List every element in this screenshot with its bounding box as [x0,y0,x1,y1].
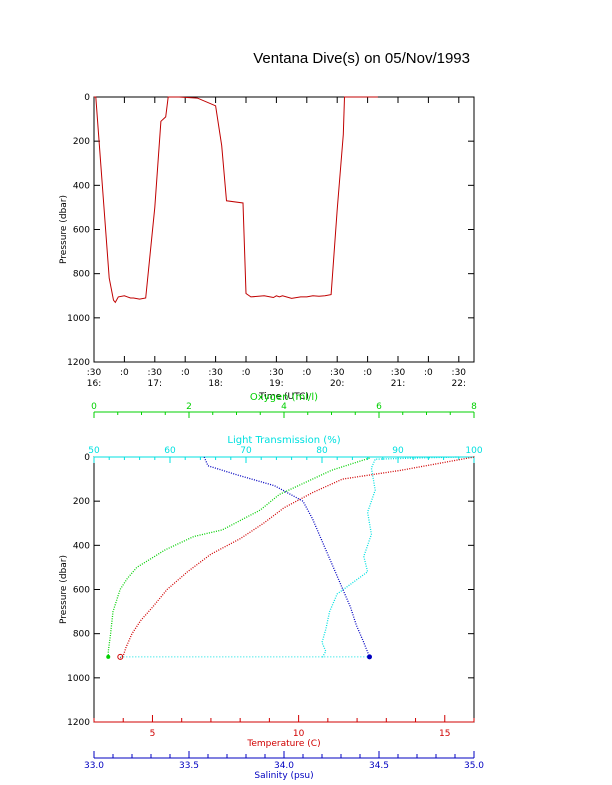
x-tick-label: :0 [242,368,251,378]
x-tick-label: :0 [363,368,372,378]
y-axis-label: Pressure (dbar) [59,555,69,624]
x-tick-label: :0 [424,368,433,378]
salinity-tick-label: 34.5 [369,761,389,771]
x-tick-label: :0 [302,368,311,378]
x-tick-label: :30 [208,368,223,378]
x-tick-label: :30 [330,368,345,378]
y-tick-label: 0 [84,453,90,463]
temperature-tick-label: 10 [293,729,305,739]
salinity-axis-label: Salinity (psu) [254,771,313,781]
y-tick-label: 200 [73,137,90,147]
transmission-tick-label: 60 [164,446,176,456]
y-tick-label: 400 [73,541,90,551]
temperature-axis-label: Temperature (C) [246,739,320,749]
x-tick-label: :30 [269,368,284,378]
x-axis-label: Time (UTC) [258,392,309,402]
x-tick-label-hour: 21: [391,379,405,389]
y-tick-label: 800 [73,270,90,280]
x-tick-label-hour: 19: [269,379,283,389]
x-tick-label: :0 [181,368,190,378]
y-tick-label: 600 [73,586,90,596]
y-tick-label: 0 [84,93,90,103]
x-tick-label: :30 [452,368,467,378]
transmission-profile [321,456,459,659]
y-tick-label: 800 [73,630,90,640]
temperature-profile [119,456,475,659]
oxygen-tick-label: 6 [376,402,382,412]
salinity-profile [203,456,371,658]
oxygen-tick-label: 8 [471,402,477,412]
transmission-tick-label: 50 [88,446,100,456]
transmission-tick-label: 70 [240,446,252,456]
x-tick-label-hour: 22: [452,379,466,389]
salinity-bottom-cluster [367,654,372,660]
dive-depth-trace [94,96,378,304]
oxygen-axis-label: Oxygen (ml/l) [250,392,318,403]
x-tick-label: :30 [148,368,163,378]
top-plot-frame [93,96,475,363]
transmission-axis-label: Light Transmission (%) [227,435,340,446]
oxygen-bottom-cluster [106,654,111,659]
y-axis-label: Pressure (dbar) [59,195,69,264]
y-tick-label: 400 [73,181,90,191]
transmission-tick-label: 80 [316,446,328,456]
transmission-tick-label: 90 [392,446,404,456]
temperature-tick-label: 5 [150,729,156,739]
x-tick-label-hour: 18: [208,379,222,389]
transmission-tick-label: 100 [465,446,482,456]
x-tick-label-hour: 20: [330,379,344,389]
x-tick-label-hour: 17: [148,379,162,389]
x-tick-label: :30 [87,368,102,378]
salinity-tick-label: 35.0 [464,761,484,771]
oxygen-tick-label: 4 [281,402,287,412]
temperature-bottom-cluster [117,653,124,660]
x-tick-label-hour: 16: [87,379,101,389]
y-tick-label: 1000 [67,674,90,684]
y-tick-label: 600 [73,226,90,236]
y-tick-label: 1200 [67,718,90,728]
y-tick-label: 1000 [67,314,90,324]
temperature-tick-label: 15 [439,729,450,739]
x-tick-label: :30 [391,368,406,378]
bottom-plot-frame [93,456,475,723]
salinity-tick-label: 33.0 [84,761,104,771]
page-title: Ventana Dive(s) on 05/Nov/1993 [253,50,470,67]
oxygen-tick-label: 2 [186,402,192,412]
y-tick-label: 200 [73,497,90,507]
y-tick-label: 1200 [67,358,90,368]
x-tick-label: :0 [120,368,129,378]
salinity-tick-label: 33.5 [179,761,199,771]
salinity-tick-label: 34.0 [274,761,294,771]
oxygen-profile [107,457,370,658]
oxygen-tick-label: 0 [91,402,97,412]
